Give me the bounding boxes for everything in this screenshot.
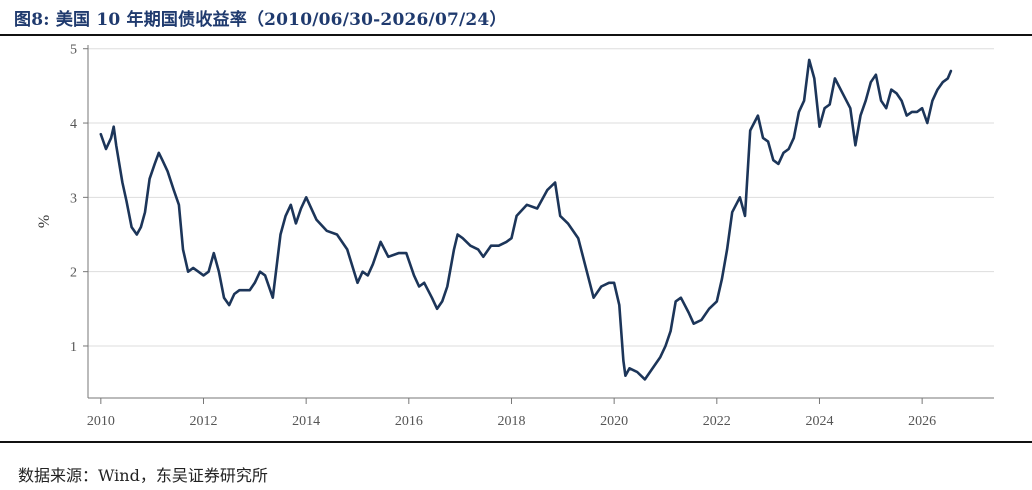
y-tick-label-3: 3 — [70, 191, 77, 206]
yield-series-line — [99, 58, 953, 381]
y-tick-label-1: 1 — [70, 340, 77, 355]
bottom-rule — [0, 441, 1032, 443]
x-tick-label-2024: 2024 — [805, 414, 833, 429]
grid-lines — [88, 48, 994, 347]
x-tick-label-2010: 2010 — [87, 414, 115, 429]
x-tick-label-2012: 2012 — [189, 414, 217, 429]
x-tick-label-2016: 2016 — [395, 414, 423, 429]
y-tick-label-5: 5 — [70, 43, 77, 58]
source-note: 数据来源：Wind，东吴证券研究所 — [18, 466, 268, 485]
y-tick-label-4: 4 — [70, 117, 77, 132]
x-tick-label-2020: 2020 — [600, 414, 628, 429]
y-axis-label: % — [36, 215, 53, 228]
x-tick-label-2014: 2014 — [292, 414, 320, 429]
figure-title: 图8: 美国 10 年期国债收益率（2010/06/30-2026/07/24） — [14, 10, 507, 30]
y-axis-ticks: 1 2 3 4 5 — [70, 43, 88, 355]
x-tick-label-2026: 2026 — [908, 414, 936, 429]
top-rule — [0, 34, 1032, 36]
axes — [87, 45, 994, 399]
x-tick-label-2018: 2018 — [497, 414, 525, 429]
x-axis-ticks: 2010 2012 2014 2016 2018 2020 2022 2024 2026 — [87, 398, 936, 429]
y-tick-label-2: 2 — [70, 266, 77, 281]
x-tick-label-2022: 2022 — [703, 414, 731, 429]
